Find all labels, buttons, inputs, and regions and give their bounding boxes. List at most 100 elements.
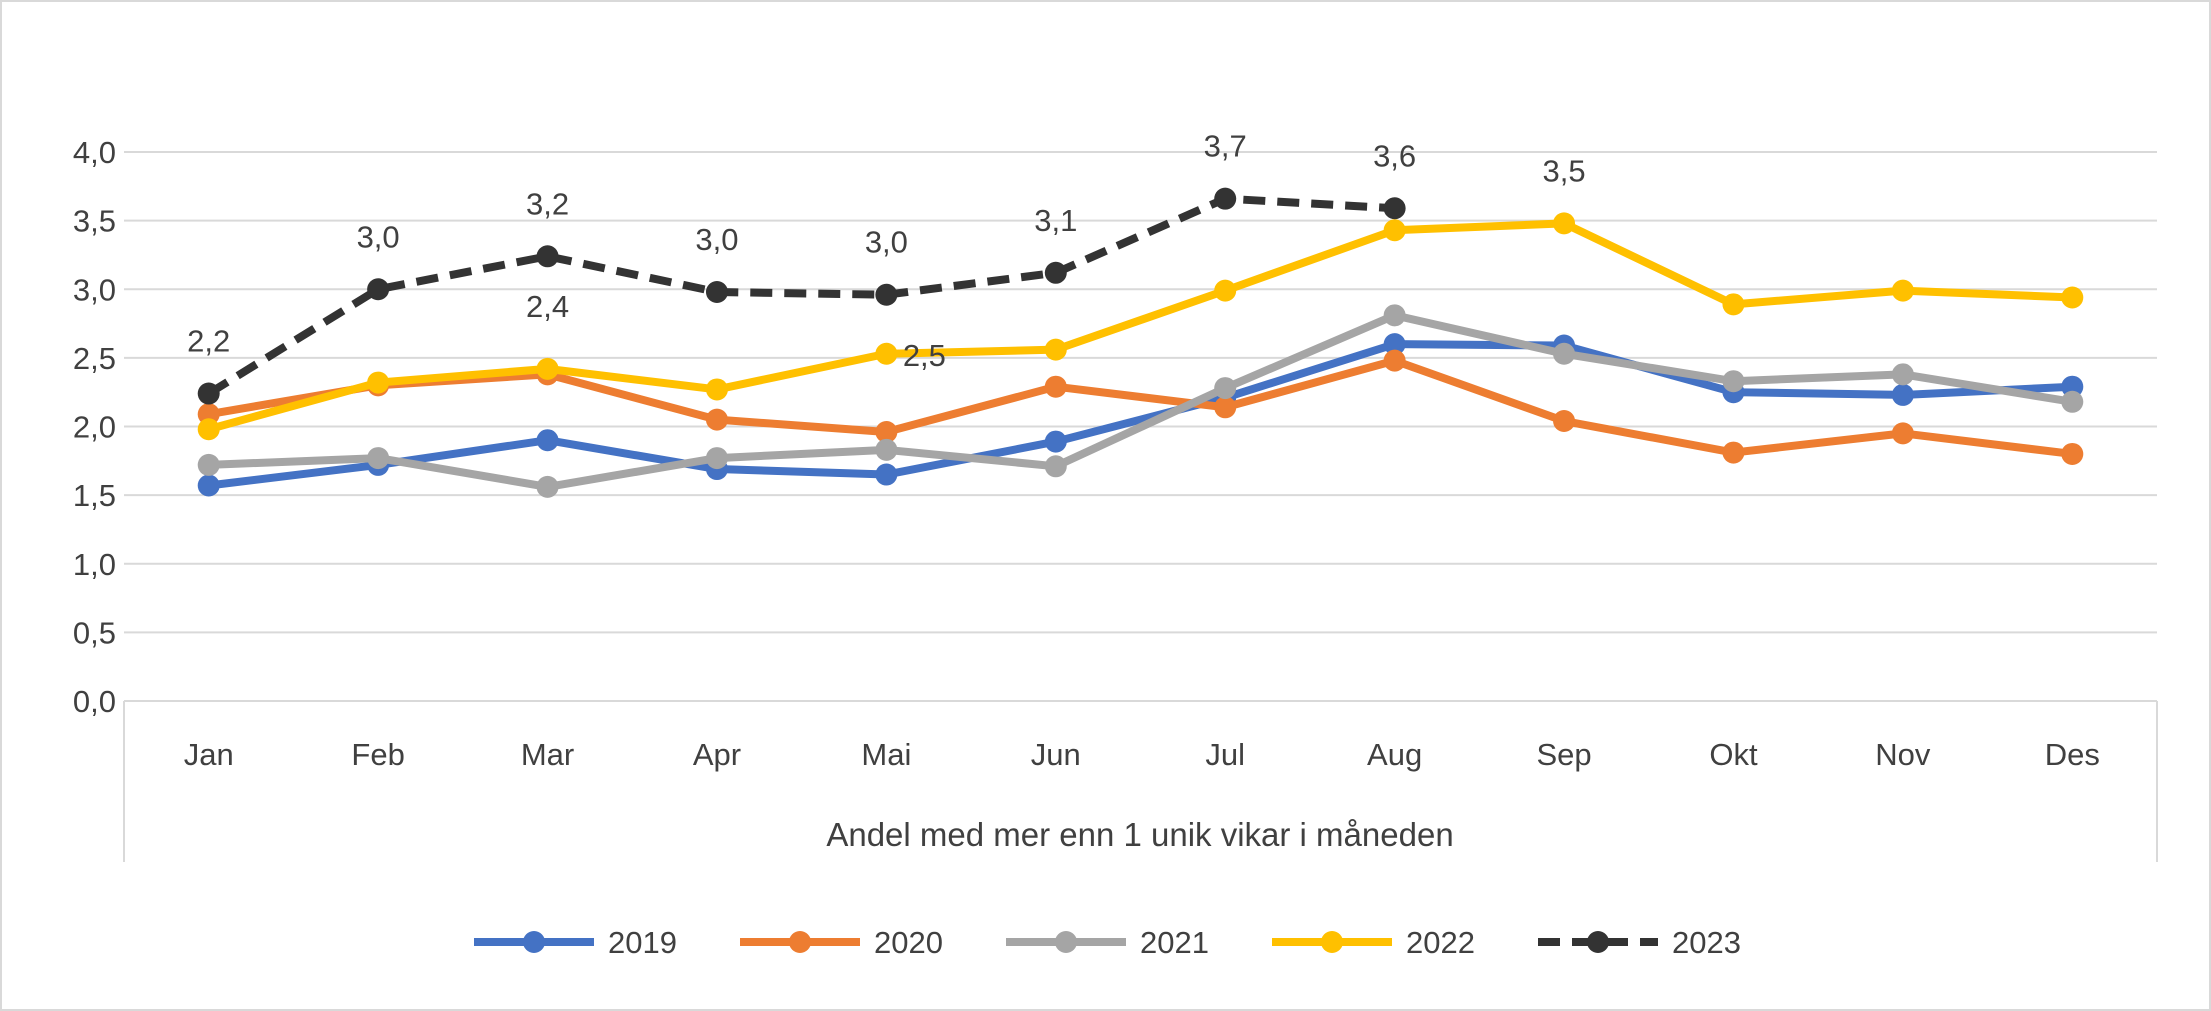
legend-marker: [523, 931, 545, 953]
x-tick-label: Feb: [351, 737, 404, 772]
legend-label: 2021: [1140, 925, 1209, 960]
series-2023: [197, 187, 1406, 405]
series-2022: [197, 212, 2084, 441]
data-label: 2,4: [526, 289, 569, 324]
legend-marker: [1055, 931, 1077, 953]
data-point: [1383, 333, 1406, 356]
x-tick-label: Jul: [1205, 737, 1245, 772]
data-point: [197, 382, 220, 405]
data-point: [1553, 342, 1576, 365]
data-label: 3,0: [695, 222, 738, 257]
data-point: [1722, 441, 1745, 464]
data-point: [536, 475, 559, 498]
y-tick-label: 1,0: [73, 547, 116, 582]
data-point: [1044, 375, 1067, 398]
data-point: [1553, 410, 1576, 433]
data-point: [1044, 261, 1067, 284]
data-point: [705, 408, 728, 431]
y-tick-label: 1,5: [73, 478, 116, 513]
x-tick-label: Aug: [1367, 737, 1422, 772]
x-tick-label: Jan: [184, 737, 234, 772]
data-label: 3,5: [1542, 153, 1585, 188]
data-point: [1383, 304, 1406, 327]
legend-marker: [789, 931, 811, 953]
x-tick-label: Jun: [1031, 737, 1081, 772]
data-point: [705, 280, 728, 303]
data-label: 2,2: [187, 324, 230, 359]
data-label: 3,0: [357, 219, 400, 254]
data-point: [875, 283, 898, 306]
data-point: [1553, 212, 1576, 235]
x-tick-label: Apr: [693, 737, 741, 772]
y-tick-label: 4,0: [73, 135, 116, 170]
legend-label: 2019: [608, 925, 677, 960]
legend-label: 2022: [1406, 925, 1475, 960]
data-point: [1214, 396, 1237, 419]
series-line-2019: [208, 340, 2073, 490]
data-label: 3,1: [1034, 203, 1077, 238]
legend-marker: [1321, 931, 1343, 953]
data-point: [2061, 286, 2084, 309]
data-point: [197, 403, 220, 426]
series-line-2022: [207, 219, 2073, 434]
x-tick-label: Okt: [1709, 737, 1758, 772]
data-point: [875, 420, 898, 443]
y-tick-label: 0,0: [73, 684, 116, 719]
data-point: [705, 378, 728, 401]
legend-label: 2020: [874, 925, 943, 960]
data-point: [536, 429, 559, 452]
data-label: 3,2: [526, 186, 569, 221]
data-point: [2061, 390, 2084, 413]
data-point: [1214, 187, 1237, 210]
data-point: [536, 245, 559, 268]
y-tick-label: 3,5: [73, 204, 116, 239]
data-point: [367, 278, 390, 301]
series-line-2023: [206, 194, 1395, 397]
data-point: [875, 463, 898, 486]
data-point: [367, 447, 390, 470]
data-point: [1044, 430, 1067, 453]
legend-item-2023: 2023: [1538, 925, 1741, 960]
data-point: [2061, 375, 2084, 398]
data-point: [1214, 377, 1237, 400]
legend-item-2021: 2021: [1006, 925, 1209, 960]
data-point: [1383, 219, 1406, 242]
x-tick-label: Sep: [1536, 737, 1591, 772]
data-point: [1214, 279, 1237, 302]
series-2021: [197, 304, 2084, 498]
data-point: [1383, 349, 1406, 372]
legend-item-2019: 2019: [474, 925, 677, 960]
data-label: 3,0: [865, 225, 908, 260]
x-axis-title: Andel med mer enn 1 unik vikar i måneden: [826, 816, 1453, 853]
legend-marker: [1587, 931, 1609, 953]
data-label: 2,5: [903, 338, 946, 373]
data-point: [1722, 370, 1745, 393]
y-tick-label: 2,0: [73, 410, 116, 445]
legend-item-2020: 2020: [740, 925, 943, 960]
data-point: [1044, 455, 1067, 478]
data-point: [705, 447, 728, 470]
x-tick-label: Des: [2045, 737, 2100, 772]
data-point: [197, 474, 220, 497]
data-point: [1891, 422, 1914, 445]
x-tick-label: Nov: [1875, 737, 1931, 772]
data-point: [1891, 383, 1914, 406]
data-label: 3,6: [1373, 138, 1416, 173]
data-point: [1891, 279, 1914, 302]
x-tick-label: Mai: [861, 737, 911, 772]
x-tick-label: Mar: [521, 737, 574, 772]
data-point: [367, 371, 390, 394]
data-point: [1383, 197, 1406, 220]
data-point: [2061, 442, 2084, 465]
data-point: [1891, 363, 1914, 386]
data-point: [197, 453, 220, 476]
data-point: [536, 357, 559, 380]
legend-label: 2023: [1672, 925, 1741, 960]
data-point: [197, 418, 220, 441]
y-tick-label: 3,0: [73, 272, 116, 307]
legend-item-2022: 2022: [1272, 925, 1475, 960]
data-point: [875, 438, 898, 461]
data-point: [1044, 338, 1067, 361]
data-point: [1722, 293, 1745, 316]
